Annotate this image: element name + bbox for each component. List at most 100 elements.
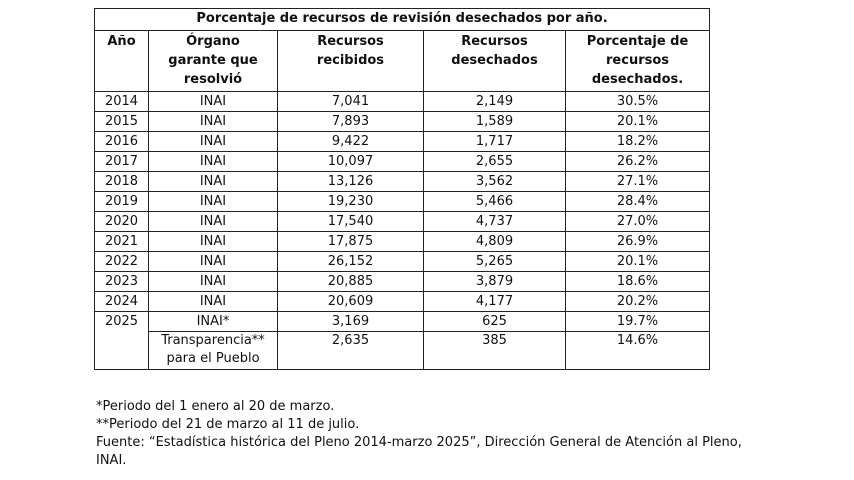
cell-year: 2017 [94, 151, 149, 172]
cell-received: 17,540 [277, 211, 424, 232]
header-line: Año [107, 34, 136, 49]
header-year: Año [94, 30, 149, 92]
footnotes: *Periodo del 1 enero al 20 de marzo. **P… [96, 398, 796, 470]
cell-organ: INAI [148, 91, 278, 112]
footnote-1: *Periodo del 1 enero al 20 de marzo. [96, 399, 335, 414]
table-row: 2025 INAI* 3,169 625 19.7% [94, 311, 711, 370]
table-body: 2014 INAI 7,041 2,149 30.5% 2015 INAI 7,893 1,58… [94, 91, 711, 370]
cell-discarded: 2,655 [423, 151, 566, 172]
header-line: Recursos [317, 34, 384, 49]
table-row: Transparencia** para el Pueblo 2,635 385 14.… [95, 331, 711, 370]
cell-received: 17,875 [277, 231, 424, 252]
header-line: recursos [606, 53, 670, 68]
cell-year: 2023 [94, 271, 149, 292]
cell-discarded: 385 [423, 331, 566, 370]
cell-year: 2015 [94, 111, 149, 132]
cell-percent: 18.6% [564, 271, 711, 292]
cell-received: 2,635 [277, 331, 424, 370]
header-received: Recursos recibidos [277, 30, 424, 92]
cell-discarded: 4,177 [423, 291, 566, 312]
table-row: 2018 INAI 13,126 3,562 27.1% [94, 171, 711, 192]
cell-discarded: 4,737 [423, 211, 566, 232]
cell-received: 20,609 [277, 291, 424, 312]
header-organ: Órgano garante que resolvió [148, 30, 278, 92]
table-title: Porcentaje de recursos de revisión desec… [93, 8, 711, 31]
cell-organ: INAI [148, 291, 278, 312]
cell-year: 2022 [94, 251, 149, 272]
cell-discarded: 2,149 [423, 91, 566, 112]
cell-discarded: 5,265 [423, 251, 566, 272]
header-line: garante que [168, 53, 258, 68]
source-line-2: INAI. [96, 453, 127, 468]
cell-organ: Transparencia** para el Pueblo [148, 331, 278, 370]
cell-discarded: 1,589 [423, 111, 566, 132]
table-row: 2014 INAI 7,041 2,149 30.5% [94, 91, 711, 112]
cell-percent: 26.2% [564, 151, 711, 172]
cell-percent: 27.0% [564, 211, 711, 232]
organ-line: para el Pueblo [166, 351, 260, 366]
cell-percent: 20.1% [564, 111, 711, 132]
cell-organ: INAI [148, 271, 278, 292]
cell-percent: 19.7% [564, 311, 711, 332]
table-row: 2024 INAI 20,609 4,177 20.2% [94, 291, 711, 312]
cell-year: 2016 [94, 131, 149, 152]
header-line: desechados. [591, 72, 684, 87]
header-line: Porcentaje de [586, 34, 689, 49]
cell-percent: 27.1% [564, 171, 711, 192]
cell-organ: INAI [148, 131, 278, 152]
cell-year: 2024 [94, 291, 149, 312]
cell-organ: INAI [148, 251, 278, 272]
cell-discarded: 3,879 [423, 271, 566, 292]
cell-organ: INAI [148, 151, 278, 172]
cell-year: 2014 [94, 91, 149, 112]
cell-received: 7,893 [277, 111, 424, 132]
cell-year: 2019 [94, 191, 149, 212]
table-row: 2020 INAI 17,540 4,737 27.0% [94, 211, 711, 232]
cell-year: 2021 [94, 231, 149, 252]
cell-organ: INAI [148, 211, 278, 232]
cell-percent: 14.6% [564, 331, 711, 370]
table-row: 2021 INAI 17,875 4,809 26.9% [94, 231, 711, 252]
header-row: Año Órgano garante que resolvió Recursos reci… [94, 30, 711, 92]
footnote-2: **Periodo del 21 de marzo al 11 de julio… [96, 417, 360, 432]
cell-received: 19,230 [277, 191, 424, 212]
cell-organ: INAI [148, 171, 278, 192]
table-row: 2022 INAI 26,152 5,265 20.1% [94, 251, 711, 272]
header-discarded: Recursos desechados [423, 30, 566, 92]
cell-organ: INAI* [148, 311, 278, 332]
table-row: 2016 INAI 9,422 1,717 18.2% [94, 131, 711, 152]
table-row: 2017 INAI 10,097 2,655 26.2% [94, 151, 711, 172]
header-line: recibidos [316, 53, 385, 68]
cell-discarded: 4,809 [423, 231, 566, 252]
table-row: 2015 INAI 7,893 1,589 20.1% [94, 111, 711, 132]
cell-received: 3,169 [277, 311, 424, 332]
header-line: desechados [451, 53, 538, 68]
cell-percent: 20.2% [564, 291, 711, 312]
cell-percent: 18.2% [564, 131, 711, 152]
table-row: 2019 INAI 19,230 5,466 28.4% [94, 191, 711, 212]
cell-year: 2025 [94, 311, 149, 370]
cell-year: 2020 [94, 211, 149, 232]
table-row: 2023 INAI 20,885 3,879 18.6% [94, 271, 711, 292]
cell-received: 9,422 [277, 131, 424, 152]
header-line: Recursos [461, 34, 528, 49]
cell-discarded: 625 [423, 311, 566, 332]
cell-organ: INAI [148, 231, 278, 252]
cell-percent: 20.1% [564, 251, 711, 272]
cell-received: 13,126 [277, 171, 424, 192]
cell-received: 10,097 [277, 151, 424, 172]
cell-year: 2018 [94, 171, 149, 192]
cell-discarded: 5,466 [423, 191, 566, 212]
header-line: resolvió [183, 72, 243, 87]
resources-table: Porcentaje de recursos de revisión desec… [93, 8, 711, 370]
cell-organ: INAI [148, 191, 278, 212]
cell-received: 20,885 [277, 271, 424, 292]
source-line-1: Fuente: “Estadística histórica del Pleno… [96, 435, 742, 450]
header-line: Órgano [186, 34, 240, 49]
cell-discarded: 3,562 [423, 171, 566, 192]
cell-organ: INAI [148, 111, 278, 132]
cell-percent: 28.4% [564, 191, 711, 212]
organ-line: Transparencia** [161, 333, 265, 348]
cell-discarded: 1,717 [423, 131, 566, 152]
cell-percent: 30.5% [564, 91, 711, 112]
